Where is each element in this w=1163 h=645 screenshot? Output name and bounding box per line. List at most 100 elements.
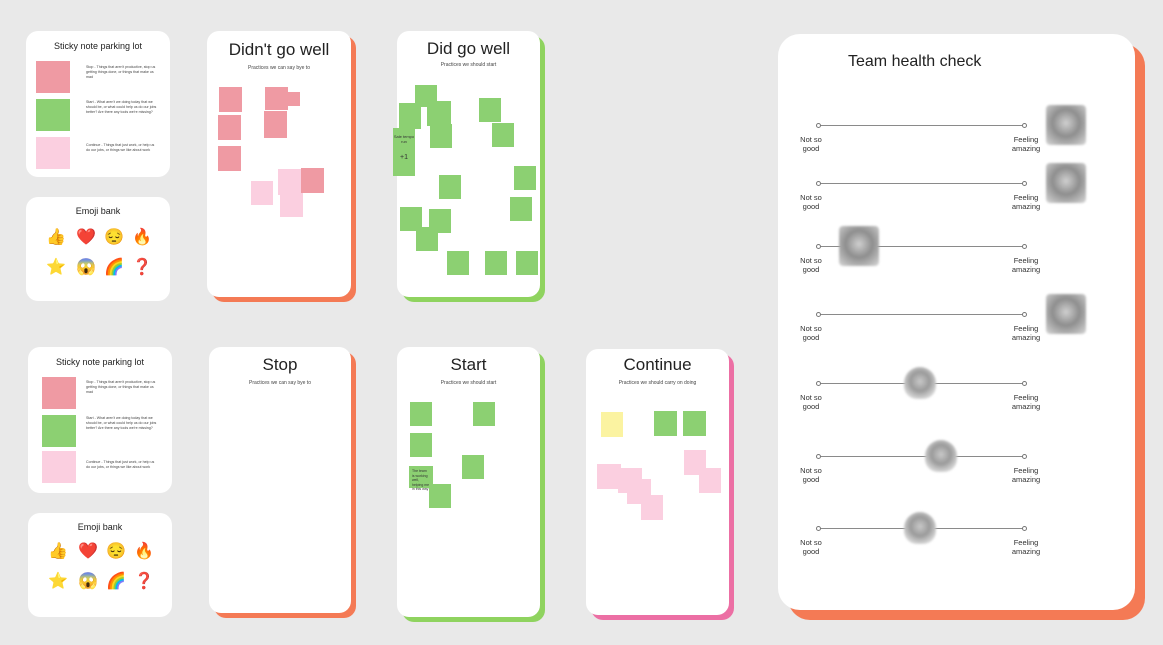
legend-start-text: Start - What aren't we doing today that … — [86, 100, 157, 114]
scale-high-label: Feeling amazing — [1011, 193, 1041, 211]
legend-start-note[interactable] — [36, 99, 70, 131]
fire-icon[interactable]: 🔥 — [134, 543, 154, 560]
sticky-note[interactable] — [430, 124, 452, 148]
sticky-note[interactable] — [399, 103, 421, 129]
team-member-avatar[interactable] — [925, 440, 957, 472]
sticky-note[interactable]: The team is working well, helping me in … — [409, 466, 433, 491]
pensive-face-icon[interactable]: 😔 — [104, 229, 124, 246]
scream-face-icon[interactable]: 😱 — [76, 259, 96, 276]
board-subtitle: Practices we can say bye to — [248, 65, 310, 71]
question-mark-icon[interactable]: ❓ — [134, 573, 154, 590]
sticky-note[interactable] — [429, 484, 451, 508]
legend-stop-note[interactable] — [36, 61, 70, 93]
sticky-note[interactable] — [683, 411, 706, 436]
sticky-note[interactable] — [218, 146, 241, 171]
sticky-note[interactable] — [485, 251, 507, 275]
rainbow-icon[interactable]: 🌈 — [106, 573, 126, 590]
sticky-note[interactable] — [280, 193, 303, 217]
board-continue[interactable]: Continue Practices we should carry on do… — [586, 349, 729, 615]
question-mark-icon[interactable]: ❓ — [132, 259, 152, 276]
sticky-note[interactable] — [601, 412, 623, 437]
scale-end-dot — [1022, 454, 1027, 459]
star-icon[interactable]: ⭐ — [48, 573, 68, 590]
scream-face-icon[interactable]: 😱 — [78, 573, 98, 590]
sticky-note[interactable] — [473, 402, 495, 426]
sticky-note[interactable] — [400, 207, 422, 231]
team-member-avatar[interactable] — [1046, 163, 1086, 203]
legend-continue-note[interactable] — [36, 137, 70, 169]
legend-stop-text-2: Stop - Things that aren't productive, st… — [86, 380, 156, 394]
sticky-note[interactable] — [282, 92, 300, 106]
scale-low-label: Not so good — [800, 538, 822, 556]
sticky-note[interactable] — [699, 468, 721, 493]
sticky-note[interactable] — [479, 98, 501, 122]
scale-end-dot — [1022, 526, 1027, 531]
rainbow-icon[interactable]: 🌈 — [104, 259, 124, 276]
team-health-check-board[interactable]: Team health check Not so good Feeling ama… — [778, 34, 1135, 610]
scale-end-dot — [1022, 244, 1027, 249]
fire-icon[interactable]: 🔥 — [132, 229, 152, 246]
sticky-note[interactable] — [597, 464, 621, 489]
scale-end-dot — [1022, 123, 1027, 128]
scale-low-label: Not so good — [800, 256, 822, 274]
legend-start-note-2[interactable] — [42, 415, 76, 447]
scale-low-label: Not so good — [800, 324, 822, 342]
sticky-note[interactable] — [410, 402, 432, 426]
star-icon[interactable]: ⭐ — [46, 259, 66, 276]
board-title: Stop — [262, 355, 298, 374]
sticky-note[interactable] — [516, 251, 538, 275]
scale-start-dot — [816, 312, 821, 317]
scale-high-label: Feeling amazing — [1011, 324, 1041, 342]
sticky-note[interactable] — [219, 87, 242, 112]
team-member-avatar[interactable] — [904, 512, 937, 544]
heart-icon[interactable]: ❤️ — [78, 543, 98, 560]
sticky-note[interactable] — [251, 181, 273, 205]
sticky-note[interactable] — [447, 251, 469, 275]
sticky-note[interactable] — [264, 111, 287, 138]
sticky-note[interactable] — [218, 115, 241, 140]
scale-end-dot — [1022, 312, 1027, 317]
team-member-avatar[interactable] — [1046, 294, 1086, 334]
scale-high-label: Feeling amazing — [1011, 256, 1041, 274]
team-member-avatar[interactable] — [838, 226, 879, 266]
sticky-note[interactable] — [510, 197, 532, 221]
heart-icon[interactable]: ❤️ — [76, 229, 96, 246]
sticky-note[interactable] — [410, 433, 432, 457]
board-subtitle: Practices we should start — [440, 380, 497, 386]
pensive-face-icon[interactable]: 😔 — [106, 543, 126, 560]
scale-start-dot — [816, 244, 821, 249]
scale-start-dot — [816, 454, 821, 459]
legend-continue-text: Continue - Things that just work, or hel… — [86, 143, 155, 152]
sticky-note[interactable] — [492, 123, 514, 147]
sticky-note[interactable] — [439, 175, 461, 199]
legend-continue-note-2[interactable] — [42, 451, 76, 483]
sticky-note[interactable] — [514, 166, 536, 190]
board-title: Start — [450, 355, 487, 374]
sticky-note[interactable] — [416, 227, 438, 251]
scale-high-label: Feeling amazing — [1011, 466, 1041, 484]
board-stop[interactable]: Stop Practices we can say bye to — [209, 347, 351, 613]
scale-high-label: Feeling amazing — [1011, 538, 1041, 556]
board-didnt-go-well[interactable]: Didn't go well Practices we can say bye … — [207, 31, 351, 297]
scale-high-label: Feeling amazing — [1011, 135, 1041, 153]
board-title: Continue — [623, 355, 692, 374]
sticky-note-text: Sale tempo run — [393, 134, 415, 144]
thumbs-up-icon[interactable]: 👍 — [48, 543, 68, 560]
emoji-bank-card: Emoji bank 👍 ❤️ 😔 🔥 ⭐ 😱 🌈 ❓ — [26, 197, 170, 301]
sticky-note[interactable] — [427, 101, 451, 126]
team-member-avatar[interactable] — [904, 367, 937, 399]
team-member-avatar[interactable] — [1046, 105, 1086, 145]
health-check-title: Team health check — [848, 53, 982, 70]
sticky-note-text: The team is working well, helping me in … — [412, 469, 430, 491]
sticky-note[interactable] — [462, 455, 484, 479]
board-start[interactable]: Start Practices we should start The team… — [397, 347, 540, 617]
sticky-note[interactable] — [654, 411, 677, 436]
board-did-go-well[interactable]: Did go well Practices we should start Sa… — [393, 31, 540, 297]
sticky-note[interactable]: Sale tempo run +1 — [393, 128, 415, 176]
legend-stop-note-2[interactable] — [42, 377, 76, 409]
thumbs-up-icon[interactable]: 👍 — [46, 229, 66, 246]
sticky-note[interactable] — [641, 495, 663, 520]
health-scale-line — [818, 125, 1024, 126]
sticky-note[interactable] — [301, 168, 324, 193]
sticky-note[interactable] — [278, 169, 302, 195]
